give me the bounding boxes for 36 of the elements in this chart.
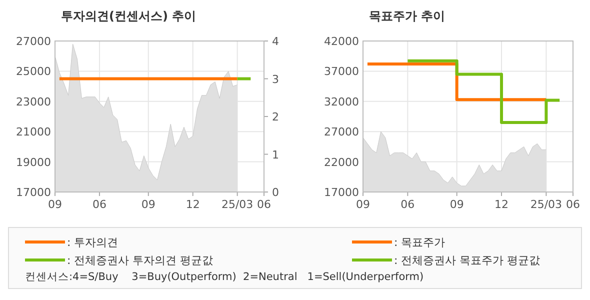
x-tick-label: 09 bbox=[48, 198, 62, 211]
x-tick-label: 09 bbox=[141, 198, 156, 211]
x-tick-label: 12 bbox=[186, 198, 200, 211]
y-tick-label: 23000 bbox=[16, 95, 51, 108]
y-tick-label: 21000 bbox=[16, 126, 51, 139]
y2-tick-label: 0 bbox=[272, 186, 279, 199]
x-tick-label: 06 bbox=[566, 198, 580, 211]
y-tick-label: 42000 bbox=[324, 35, 359, 48]
chart-title: 투자의견(컨센서스) 추이 bbox=[61, 9, 196, 23]
x-tick-label: 06 bbox=[92, 198, 106, 211]
x-tick-label: 25/03 bbox=[530, 198, 562, 211]
y-tick-label: 32000 bbox=[324, 95, 359, 108]
x-tick-label: 06 bbox=[257, 198, 271, 211]
legend-label: : 전체증권사 투자의견 평균값 bbox=[67, 254, 214, 267]
y-tick-label: 17000 bbox=[324, 186, 359, 199]
legend-label: : 투자의견 bbox=[67, 236, 118, 249]
y2-tick-label: 4 bbox=[272, 35, 279, 48]
y-tick-label: 25000 bbox=[16, 65, 51, 78]
x-tick-label: 09 bbox=[356, 198, 370, 211]
y-tick-label: 27000 bbox=[16, 35, 51, 48]
y2-tick-label: 2 bbox=[272, 110, 279, 124]
y-tick-label: 27000 bbox=[324, 126, 359, 139]
y-tick-label: 37000 bbox=[324, 65, 359, 78]
y-tick-label: 19000 bbox=[16, 156, 51, 169]
x-tick-label: 09 bbox=[450, 198, 464, 211]
x-tick-label: 12 bbox=[494, 198, 509, 211]
chart-title: 목표주가 추이 bbox=[369, 9, 446, 23]
y-tick-label: 22000 bbox=[324, 156, 359, 169]
legend-label: : 전체증권사 목표주가 평균값 bbox=[394, 254, 540, 267]
legend-label: : 목표주가 bbox=[394, 236, 446, 249]
y2-tick-label: 1 bbox=[272, 148, 279, 162]
x-tick-label: 06 bbox=[400, 198, 415, 211]
y2-tick-label: 3 bbox=[272, 72, 279, 86]
y-tick-label: 17000 bbox=[16, 186, 51, 199]
x-tick-label: 25/03 bbox=[221, 198, 254, 211]
text: 컨센서스:4=S/Buy 3=Buy(Outperform) 2=Neutral 1=Sell(Underperform) bbox=[25, 271, 424, 283]
